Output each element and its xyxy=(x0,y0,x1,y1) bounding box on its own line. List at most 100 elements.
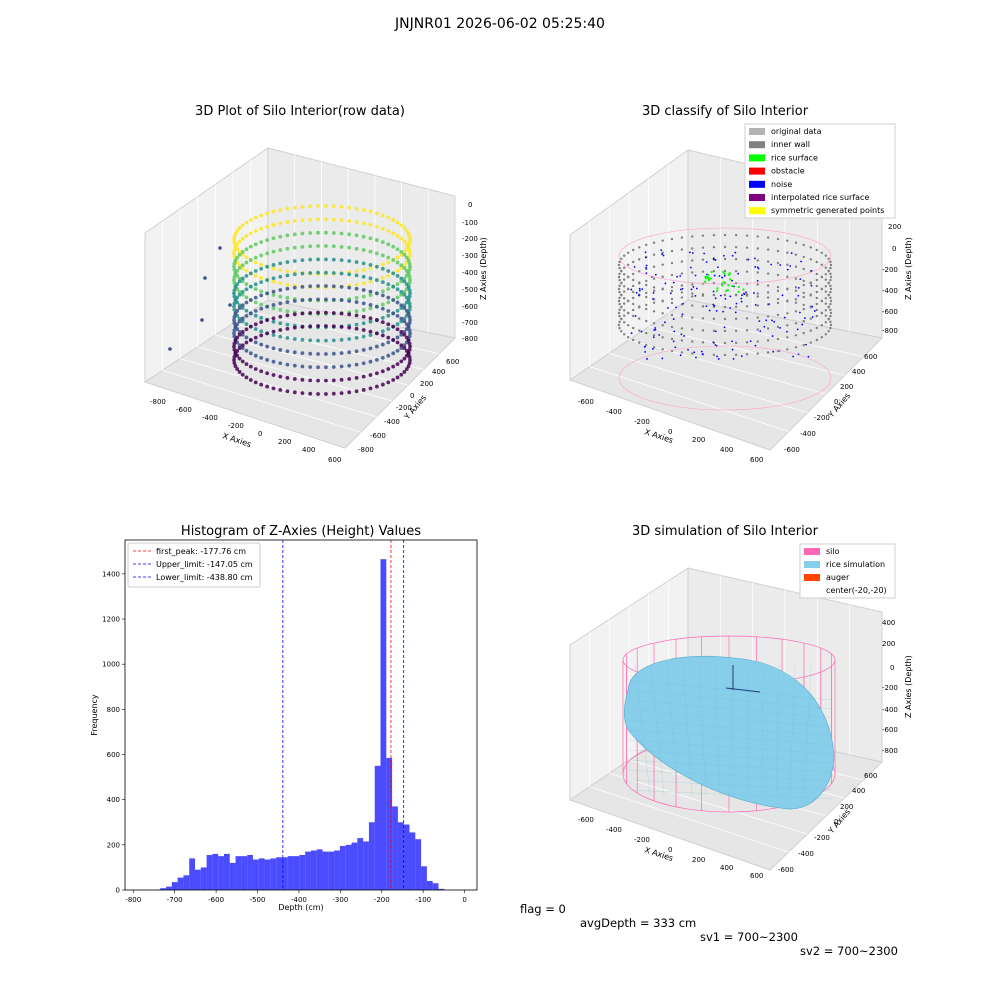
raw-point xyxy=(308,324,313,329)
raw-point xyxy=(402,290,407,294)
histogram-title: Histogram of Z-Axies (Height) Values xyxy=(180,524,422,539)
raw-point xyxy=(278,294,283,299)
inner-wall-point xyxy=(829,272,832,276)
raw-point xyxy=(407,288,412,293)
raw-point xyxy=(361,361,366,366)
noise-point xyxy=(813,310,816,312)
classify-ytick: 600 xyxy=(864,353,877,361)
raw-ytick: 600 xyxy=(446,358,459,366)
raw-point xyxy=(361,248,366,252)
raw-point xyxy=(391,258,396,262)
raw-point xyxy=(404,255,409,260)
noise-point xyxy=(742,292,745,295)
raw-point xyxy=(347,363,352,368)
raw-point xyxy=(408,344,412,349)
raw-point xyxy=(237,250,242,254)
raw-point xyxy=(271,329,276,334)
raw-point xyxy=(232,261,237,266)
raw-point xyxy=(386,380,391,385)
inner-wall-point xyxy=(756,352,759,355)
inner-wall-point xyxy=(786,239,789,242)
inner-wall-point xyxy=(626,299,630,302)
raw-point xyxy=(402,226,407,230)
raw-point xyxy=(316,297,320,302)
raw-point xyxy=(402,263,407,268)
raw-point xyxy=(232,304,236,309)
raw-outlier-point xyxy=(218,246,222,250)
inner-wall-point xyxy=(815,248,818,252)
raw-point xyxy=(374,251,379,256)
inner-wall-point xyxy=(734,317,738,321)
inner-wall-point xyxy=(638,317,641,320)
noise-point xyxy=(716,355,718,358)
noise-point xyxy=(645,264,648,267)
noise-point xyxy=(680,288,682,291)
classify-legend-swatch xyxy=(749,207,765,215)
noise-point xyxy=(747,258,750,261)
raw-point xyxy=(368,333,373,337)
noise-point xyxy=(664,282,667,285)
noise-point xyxy=(700,350,703,353)
raw-point xyxy=(237,316,242,321)
histogram-bar xyxy=(293,856,300,890)
raw-point xyxy=(347,390,352,395)
inner-wall-point xyxy=(734,269,738,273)
raw-point xyxy=(240,346,245,350)
raw-point xyxy=(354,282,359,287)
inner-wall-point xyxy=(815,284,818,288)
raw-point xyxy=(368,373,373,377)
inner-wall-point xyxy=(776,285,780,289)
noise-point xyxy=(721,276,724,279)
raw-point xyxy=(265,264,270,269)
noise-point xyxy=(779,264,782,266)
raw-point xyxy=(240,292,245,297)
raw-point xyxy=(244,273,249,278)
raw-point xyxy=(259,262,264,267)
classify-xtick: -400 xyxy=(606,408,622,416)
inner-wall-point xyxy=(766,284,770,287)
raw-point xyxy=(395,313,400,318)
raw-point xyxy=(237,303,242,308)
raw-point xyxy=(399,290,404,294)
raw-point xyxy=(386,327,391,331)
raw-xtick: -400 xyxy=(202,414,218,422)
raw-point xyxy=(380,240,385,244)
histogram-xlabel: Depth (cm) xyxy=(278,903,323,912)
inner-wall-point xyxy=(802,243,805,247)
inner-wall-point xyxy=(620,269,623,272)
raw-point xyxy=(324,338,328,343)
inner-wall-point xyxy=(626,275,630,278)
inner-wall-point xyxy=(827,269,830,272)
histogram-bar xyxy=(276,857,282,890)
raw-point xyxy=(285,309,290,314)
raw-point xyxy=(265,291,270,296)
raw-point xyxy=(347,325,352,330)
raw-point xyxy=(380,280,385,284)
raw-point xyxy=(399,316,404,321)
avg-depth-text: avgDepth = 333 cm xyxy=(580,916,697,930)
inner-wall-point xyxy=(802,307,805,311)
raw-ytick: -600 xyxy=(370,432,386,440)
raw-point xyxy=(232,328,237,333)
noise-point xyxy=(740,297,743,300)
raw-point xyxy=(253,287,258,291)
raw-point xyxy=(399,250,404,254)
noise-point xyxy=(673,330,676,333)
raw-point xyxy=(271,266,276,271)
raw-point xyxy=(395,255,400,260)
raw-point xyxy=(368,306,373,311)
inner-wall-point xyxy=(829,320,832,324)
raw-point xyxy=(406,258,411,263)
inner-wall-point xyxy=(815,296,818,300)
simulation-legend: silo rice simulation auger center(-20,-20) xyxy=(799,543,896,599)
raw-point xyxy=(395,260,400,265)
histogram-bar xyxy=(160,888,166,890)
raw-point xyxy=(407,275,412,279)
raw-point xyxy=(391,218,396,222)
inner-wall-point xyxy=(691,304,694,307)
raw-point xyxy=(391,338,396,342)
raw-point xyxy=(316,324,320,328)
noise-point xyxy=(638,287,641,290)
noise-point xyxy=(740,355,743,358)
histogram-bar xyxy=(235,856,242,890)
